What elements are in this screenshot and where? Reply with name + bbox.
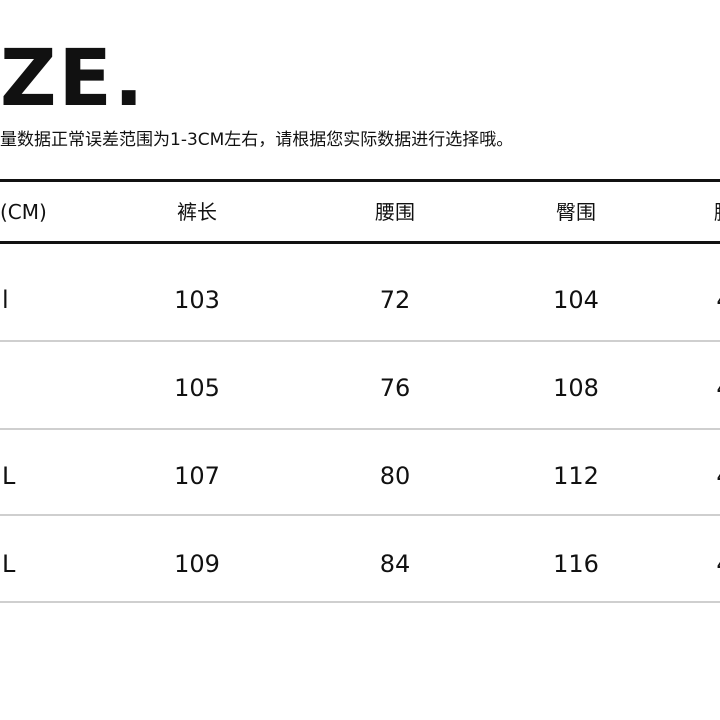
size-label: L — [2, 550, 16, 578]
column-header: 裤长 — [177, 200, 217, 224]
table-cell: 84 — [379, 550, 411, 578]
table-cell: 4 — [716, 461, 720, 491]
row-rule — [0, 428, 720, 430]
table-cell: 116 — [553, 550, 599, 578]
table-cell: 76 — [379, 374, 411, 402]
column-header: (CM) — [0, 200, 47, 224]
table-cell: 72 — [379, 286, 411, 314]
row-rule — [0, 514, 720, 516]
table-cell: 4 — [716, 285, 720, 315]
size-label: L — [2, 462, 16, 490]
table-top-rule — [0, 179, 720, 182]
column-header: 腰围 — [375, 200, 415, 224]
table-cell: 112 — [553, 462, 599, 490]
row-rule — [0, 601, 720, 603]
column-header: 臀围 — [556, 200, 596, 224]
table-cell: 109 — [174, 550, 220, 578]
table-cell: 80 — [379, 462, 411, 490]
column-header: 脚 — [714, 197, 720, 227]
subtitle: 量数据正常误差范围为1-3CM左右，请根据您实际数据进行选择哦。 — [0, 130, 514, 150]
table-cell: 108 — [553, 374, 599, 402]
table-cell: 103 — [174, 286, 220, 314]
table-cell: 104 — [553, 286, 599, 314]
table-cell: 107 — [174, 462, 220, 490]
header-rule — [0, 241, 720, 244]
row-rule — [0, 340, 720, 342]
table-cell: 105 — [174, 374, 220, 402]
size-label: l — [2, 286, 9, 314]
table-cell: 4 — [716, 549, 720, 579]
title: ZE. — [0, 34, 146, 124]
table-cell: 4 — [716, 373, 720, 403]
